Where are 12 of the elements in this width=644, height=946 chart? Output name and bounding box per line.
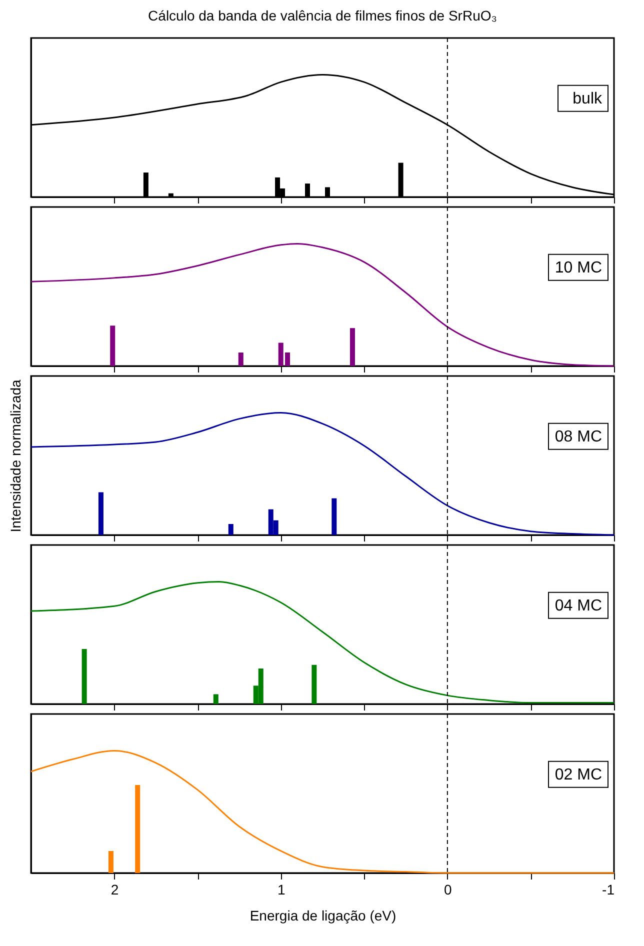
x-tick-label: 1 [277,882,286,898]
y-axis-title: Intensidade normalizada [8,380,24,532]
x-tick-label: 0 [444,882,452,898]
annotation: 10 MC [554,259,602,276]
annotation: 04 MC [554,597,602,614]
annotation: bulk [572,90,603,108]
x-tick-label: 2 [110,882,119,898]
chart-title: Cálculo da banda de valência de filmes finos de SrRuO₃ [148,8,497,24]
x-tick-label: -1 [602,882,615,898]
annotation: 02 MC [554,766,602,784]
annotation: 08 MC [554,428,602,446]
x-axis-title: Energia de ligação (eV) [250,908,396,924]
